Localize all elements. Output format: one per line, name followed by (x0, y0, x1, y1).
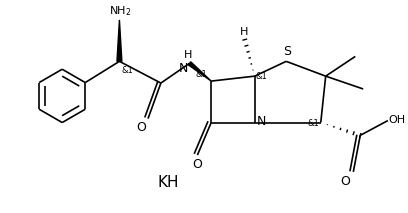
Text: OH: OH (389, 115, 406, 125)
Text: O: O (136, 121, 146, 134)
Text: S: S (283, 45, 291, 58)
Text: &1: &1 (307, 119, 319, 128)
Text: H: H (184, 50, 193, 60)
Text: O: O (341, 175, 350, 188)
Text: N: N (179, 62, 188, 75)
Text: H: H (239, 27, 248, 37)
Text: NH$_2$: NH$_2$ (109, 4, 132, 18)
Text: &1: &1 (256, 72, 267, 81)
Text: &1: &1 (195, 70, 207, 79)
Polygon shape (117, 20, 122, 61)
Text: KH: KH (157, 175, 179, 190)
Text: &1: &1 (122, 66, 133, 75)
Polygon shape (188, 62, 211, 81)
Text: O: O (193, 158, 202, 171)
Text: N: N (257, 115, 266, 128)
